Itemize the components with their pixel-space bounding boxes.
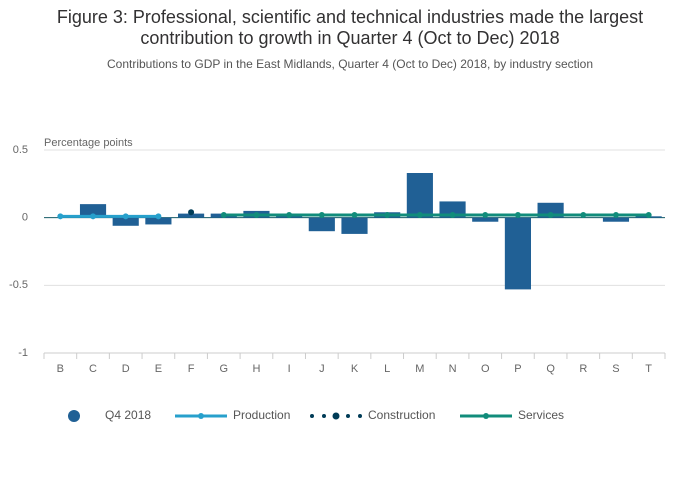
legend-swatch	[198, 413, 204, 419]
x-tick-label: S	[612, 363, 619, 375]
point	[416, 211, 423, 218]
legend-swatch	[322, 414, 326, 418]
legend-swatch	[332, 412, 340, 420]
point	[318, 211, 325, 218]
bar	[79, 204, 107, 218]
point	[612, 211, 619, 218]
legend-swatch	[483, 413, 489, 419]
x-tick-label: C	[89, 363, 97, 375]
point	[449, 211, 456, 218]
x-tick-label: Q	[546, 363, 555, 375]
y-tick-label: -0.5	[9, 279, 28, 291]
point	[155, 213, 162, 220]
point	[122, 213, 129, 220]
x-tick-label: G	[219, 363, 228, 375]
point	[514, 211, 521, 218]
point	[580, 211, 587, 218]
y-tick-label: 0	[22, 212, 28, 224]
bar	[178, 213, 205, 218]
point	[384, 211, 391, 218]
chart-title: contribution to growth in Quarter 4 (Oct…	[140, 28, 559, 48]
x-tick-label: T	[645, 363, 652, 375]
point	[351, 211, 358, 218]
legend-label: Production	[233, 408, 290, 422]
bar	[406, 173, 433, 218]
x-tick-label: M	[415, 363, 424, 375]
point	[547, 211, 554, 218]
chart-title: Figure 3: Professional, scientific and t…	[57, 7, 643, 27]
point	[482, 211, 489, 218]
y-tick-label: -1	[18, 347, 28, 359]
x-tick-label: H	[252, 363, 260, 375]
x-tick-label: K	[351, 363, 359, 375]
legend-swatch	[358, 414, 362, 418]
bar	[602, 217, 630, 222]
point	[253, 211, 260, 218]
y-tick-label: 0.5	[13, 144, 28, 156]
point	[286, 211, 293, 218]
legend-label: Q4 2018	[105, 408, 151, 422]
point	[57, 213, 64, 220]
legend-swatch	[346, 414, 350, 418]
point	[90, 213, 97, 220]
legend-swatch	[68, 410, 80, 422]
x-tick-label: R	[579, 363, 587, 375]
y-axis-label: Percentage points	[44, 137, 133, 149]
bar	[341, 217, 368, 234]
point	[220, 211, 227, 218]
x-tick-label: O	[481, 363, 490, 375]
legend-label: Services	[518, 408, 564, 422]
x-tick-label: E	[155, 363, 162, 375]
legend-label: Construction	[368, 408, 435, 422]
bar	[472, 217, 499, 222]
bar	[112, 217, 139, 226]
x-tick-label: I	[288, 363, 291, 375]
x-tick-label: J	[319, 363, 325, 375]
point	[188, 209, 195, 216]
x-tick-label: B	[57, 363, 64, 375]
legend-swatch	[310, 414, 314, 418]
bar	[504, 217, 531, 290]
x-tick-label: D	[122, 363, 130, 375]
point	[645, 211, 652, 218]
x-tick-label: N	[449, 363, 457, 375]
x-tick-label: P	[514, 363, 521, 375]
chart-subtitle: Contributions to GDP in the East Midland…	[107, 57, 593, 71]
bar	[145, 217, 172, 225]
x-tick-label: L	[384, 363, 390, 375]
x-tick-label: F	[188, 363, 195, 375]
bar	[308, 217, 335, 232]
